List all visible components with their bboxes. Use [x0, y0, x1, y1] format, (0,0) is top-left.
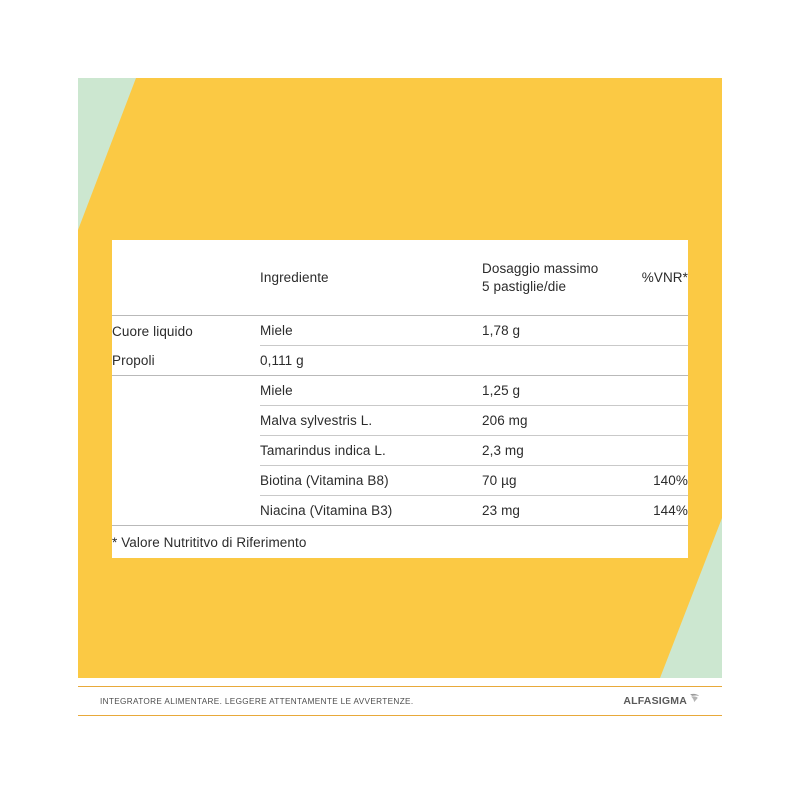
table-header-row: Ingrediente Dosaggio massimo 5 pastiglie… — [112, 240, 688, 316]
ingredient-vnr — [618, 406, 688, 436]
ingredient-dosage: 70 µg — [482, 473, 517, 489]
ingredient-vnr — [618, 316, 688, 346]
header-dosage: Dosaggio massimo 5 pastiglie/die — [482, 240, 618, 316]
ingredient-dosage: 1,78 g — [482, 323, 521, 339]
header-dosage-line2: 5 pastiglie/die — [482, 278, 567, 294]
ingredient-name: Miele — [260, 323, 293, 339]
disclaimer-bar: INTEGRATORE ALIMENTARE. LEGGERE ATTENTAM… — [78, 686, 722, 716]
table-footnote-row: * Valore Nutrititvo di Riferimento — [112, 526, 688, 558]
header-ingredient: Ingrediente — [260, 270, 329, 286]
disclaimer-text: INTEGRATORE ALIMENTARE. LEGGERE ATTENTAM… — [100, 696, 414, 706]
ingredients-table: Ingrediente Dosaggio massimo 5 pastiglie… — [112, 240, 688, 558]
ingredient-name: Tamarindus indica L. — [260, 443, 386, 459]
table-row: Tamarindus indica L. 2,3 mg — [112, 436, 688, 466]
ingredient-vnr: 140% — [653, 473, 688, 489]
corner-wedge-top-left — [78, 78, 136, 230]
group-label-empty — [112, 376, 260, 406]
ingredient-dosage: 0,111 g — [260, 353, 304, 369]
ingredient-vnr — [618, 376, 688, 406]
header-group-cell — [112, 240, 260, 316]
divider-above-footnote — [112, 525, 688, 527]
ingredient-vnr — [618, 436, 688, 466]
row-divider — [112, 435, 688, 437]
table-row: Niacina (Vitamina B3) 23 mg 144% — [112, 496, 688, 526]
group-label-empty — [112, 406, 260, 436]
header-dosage-line1: Dosaggio massimo — [482, 260, 599, 276]
brand-logo: ALFASIGMA — [623, 692, 722, 708]
row-divider — [112, 495, 688, 497]
nutrition-table-card: Ingrediente Dosaggio massimo 5 pastiglie… — [112, 240, 688, 558]
ingredient-name: Malva sylvestris L. — [260, 413, 373, 429]
ingredient-vnr: 144% — [653, 503, 688, 519]
group-label-cuore-liquido: Cuore liquido — [112, 323, 193, 339]
footnote-text: * Valore Nutrititvo di Riferimento — [112, 534, 307, 550]
divider-above-group — [112, 315, 688, 317]
brand-swoosh-icon — [689, 692, 700, 708]
divider-below-group — [112, 375, 688, 377]
table-row: Miele 1,25 g — [112, 376, 688, 406]
table-row: Cuore liquido Miele 1,78 g — [112, 316, 688, 346]
group-label-empty — [112, 466, 260, 496]
ingredient-dosage: 2,3 mg — [482, 443, 524, 459]
ingredient-dosage: 1,25 g — [482, 383, 521, 399]
row-divider — [112, 405, 688, 407]
group-label-empty — [112, 436, 260, 466]
ingredient-name: Niacina (Vitamina B3) — [260, 503, 393, 519]
ingredient-name: Miele — [260, 383, 293, 399]
ingredient-dosage: 206 mg — [482, 413, 528, 429]
ingredient-dosage: 23 mg — [482, 503, 521, 519]
table-row: Biotina (Vitamina B8) 70 µg 140% — [112, 466, 688, 496]
row-divider — [112, 465, 688, 467]
ingredient-name: Propoli — [112, 353, 155, 369]
ingredient-name: Biotina (Vitamina B8) — [260, 473, 389, 489]
group-label-empty — [112, 496, 260, 526]
ingredient-vnr — [482, 346, 618, 376]
table-row: Malva sylvestris L. 206 mg — [112, 406, 688, 436]
brand-name: ALFASIGMA — [623, 694, 687, 707]
row-divider — [112, 345, 688, 347]
header-vnr: %VNR* — [641, 270, 688, 286]
table-row: Propoli 0,111 g — [112, 346, 688, 376]
